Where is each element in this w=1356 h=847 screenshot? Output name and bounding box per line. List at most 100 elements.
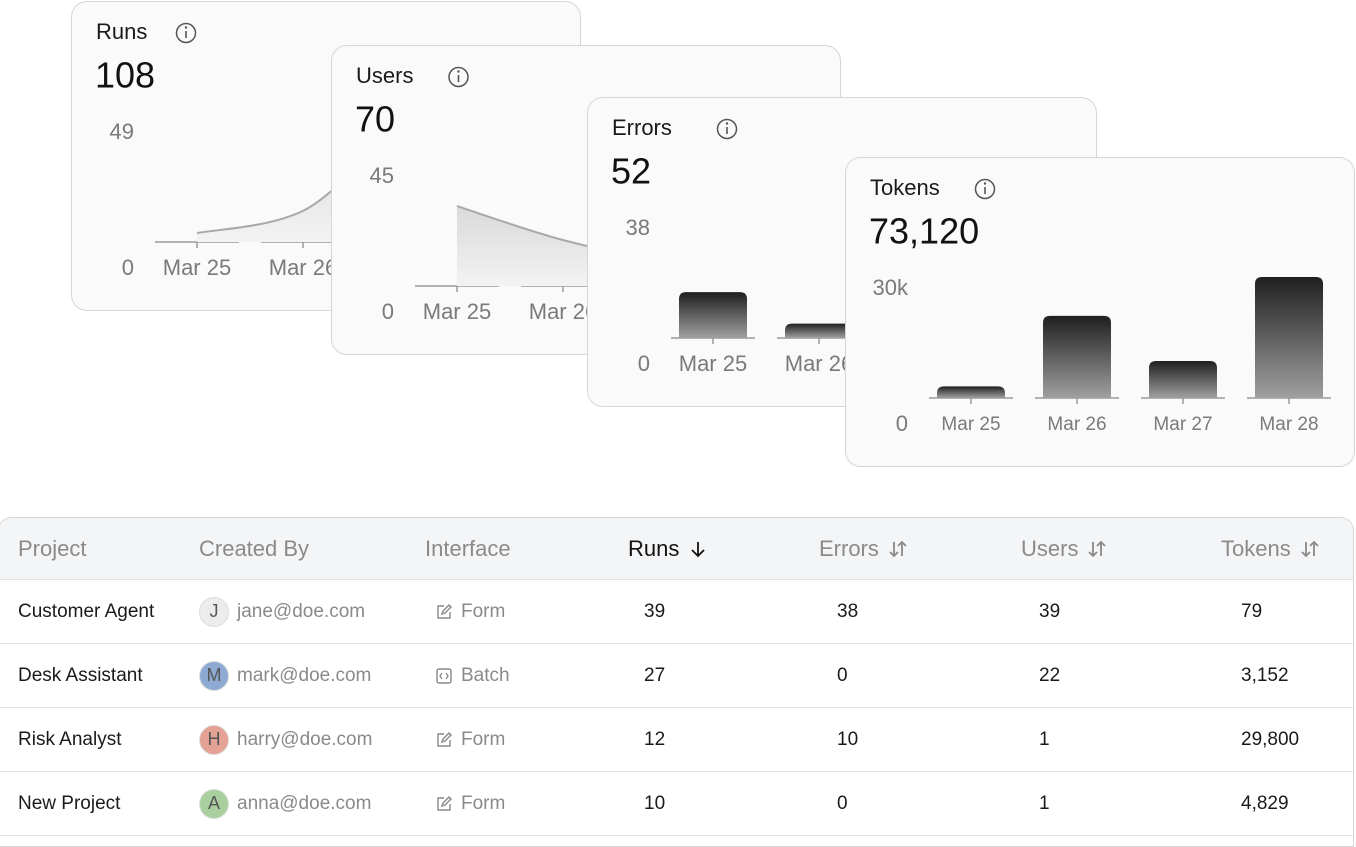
- project-cell: Customer Agent: [18, 600, 155, 622]
- column-header-label: Users: [1021, 535, 1079, 561]
- y-tick-label: 49: [110, 119, 134, 144]
- y-tick-label: 0: [896, 411, 908, 436]
- sort-icon: [1301, 540, 1319, 557]
- creator-email: anna@doe.com: [237, 792, 372, 814]
- info-circle: [175, 22, 197, 44]
- runs-cell: 39: [644, 600, 666, 622]
- x-tick-label: Mar 27: [1153, 414, 1212, 435]
- column-header[interactable]: Errors: [819, 518, 909, 579]
- creator-email: jane@doe.com: [237, 600, 366, 622]
- column-header-label: Errors: [819, 535, 879, 561]
- users-cell: 22: [1039, 664, 1061, 686]
- interface-cell: Form: [435, 772, 505, 835]
- y-tick-label: 45: [370, 163, 394, 188]
- runs-cell: 12: [644, 728, 666, 750]
- info-dot: [725, 122, 729, 125]
- column-header[interactable]: Users: [1021, 518, 1108, 579]
- interface-cell: Batch: [435, 644, 510, 707]
- column-header-label: Interface: [425, 535, 511, 561]
- info-circle: [974, 178, 996, 200]
- sort-arrows: [1088, 540, 1107, 557]
- interface-label: Form: [461, 600, 506, 622]
- interface-label: Form: [461, 792, 506, 814]
- header-row: Project Created By Interface Runs Errors User…: [0, 518, 1353, 580]
- errors-cell: 0: [837, 664, 848, 686]
- errors-cell: 0: [837, 792, 848, 814]
- x-tick-label: Mar 26: [529, 299, 597, 324]
- metric-chart: Tokens 73,120 0 30k Mar 25 Mar 26 Mar 27 Mar 28: [869, 175, 1331, 436]
- column-header[interactable]: Tokens: [1221, 518, 1321, 579]
- info-icon[interactable]: [448, 66, 469, 88]
- tokens-cell: 4,829: [1241, 792, 1289, 814]
- interface-icon: [437, 795, 452, 811]
- avatar: A: [199, 788, 229, 819]
- interface-icon: [437, 603, 452, 619]
- avatar: J: [199, 596, 229, 627]
- x-tick-label: Mar 25: [163, 255, 231, 280]
- users-cell: 1: [1039, 728, 1050, 750]
- x-tick-label: Mar 26: [785, 351, 853, 376]
- x-tick-label: Mar 26: [269, 255, 337, 280]
- y-tick-label: 0: [122, 255, 134, 280]
- sort-arrow: [691, 541, 705, 557]
- bar: [785, 323, 853, 338]
- column-header: Interface: [425, 518, 511, 579]
- icon-code: [439, 672, 449, 679]
- interface-cell: Form: [435, 580, 505, 643]
- y-tick-label: 0: [638, 351, 650, 376]
- card-total: 73,120: [869, 211, 979, 252]
- info-icon[interactable]: [716, 118, 738, 140]
- column-header-label: Project: [18, 535, 87, 561]
- interface-label: Batch: [461, 664, 510, 686]
- creator-email: harry@doe.com: [237, 728, 373, 750]
- project-cell: Risk Analyst: [18, 728, 122, 750]
- info-circle: [448, 66, 469, 88]
- interface-icon: [436, 667, 452, 684]
- info-circle: [716, 118, 738, 140]
- creator-email: mark@doe.com: [237, 664, 372, 686]
- sort-arrows: [889, 540, 907, 557]
- info-icon[interactable]: [175, 22, 197, 44]
- projects-table: Project Created By Interface Runs Errors User…: [0, 517, 1354, 847]
- icon-box: [436, 667, 452, 684]
- column-header-label: Tokens: [1221, 535, 1291, 561]
- card-title: Users: [356, 63, 413, 88]
- errors-cell: 10: [837, 728, 859, 750]
- bar: [1043, 315, 1111, 398]
- info-icon[interactable]: [974, 178, 996, 200]
- column-header[interactable]: Runs: [628, 518, 709, 579]
- icon-edit: [437, 731, 452, 747]
- card-total: 108: [95, 55, 155, 96]
- runs-cell: 27: [644, 664, 666, 686]
- project-cell: Desk Assistant: [18, 664, 143, 686]
- x-tick-label: Mar 28: [1259, 414, 1318, 435]
- card-total: 70: [355, 99, 395, 140]
- column-header-label: Runs: [628, 535, 680, 561]
- interface-icon: [437, 731, 452, 747]
- x-tick-label: Mar 25: [941, 414, 1000, 435]
- tokens-cell: 3,152: [1241, 664, 1289, 686]
- column-header-label: Created By: [199, 535, 310, 561]
- sort-icon: [691, 541, 705, 557]
- avatar: M: [199, 660, 229, 691]
- sort-arrows: [1301, 540, 1319, 557]
- users-cell: 1: [1039, 792, 1050, 814]
- column-header: Created By: [199, 518, 309, 579]
- y-tick-label: 38: [626, 215, 650, 240]
- runs-cell: 10: [644, 792, 666, 814]
- info-dot: [983, 182, 987, 185]
- interface-label: Form: [461, 728, 506, 750]
- errors-cell: 38: [837, 600, 859, 622]
- tokens-cell: 79: [1241, 600, 1263, 622]
- x-tick-label: Mar 25: [679, 351, 747, 376]
- y-tick-label: 0: [382, 299, 394, 324]
- interface-cell: Form: [435, 708, 505, 771]
- card-total: 52: [611, 151, 651, 192]
